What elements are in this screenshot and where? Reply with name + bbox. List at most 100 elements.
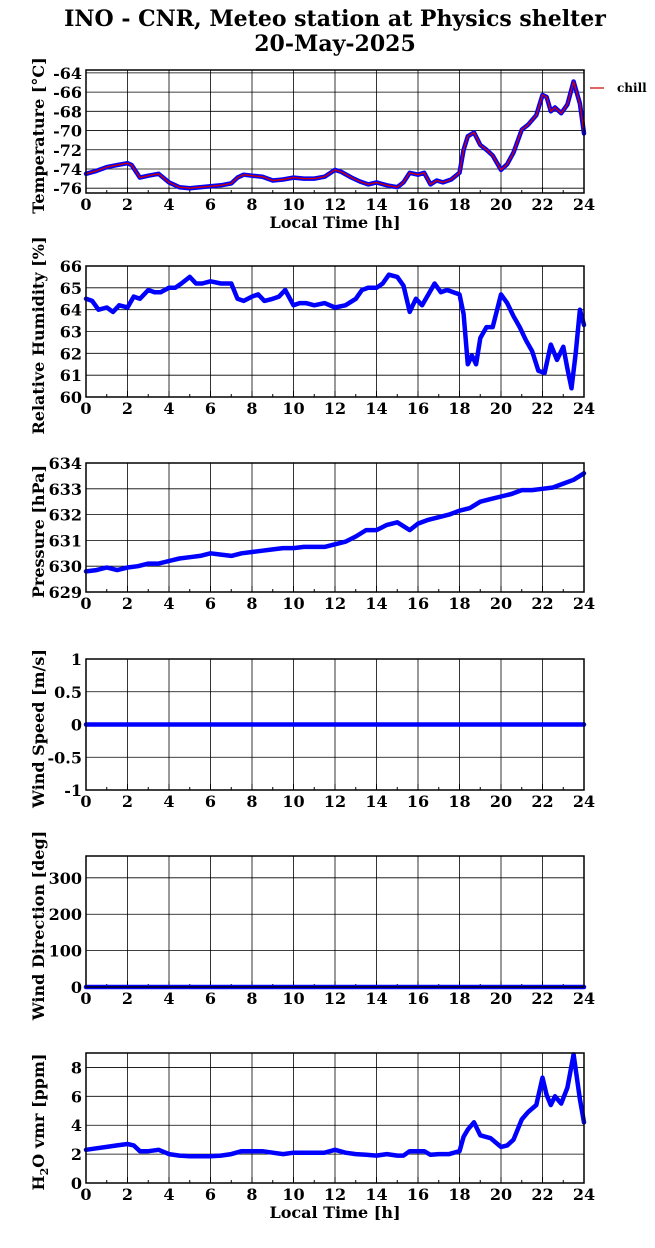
y-axis-label: Pressure [hPa]	[29, 465, 48, 598]
y-tick-label: -1	[64, 781, 82, 800]
y-tick-label: 0	[71, 978, 82, 997]
x-tick-label: 22	[531, 792, 553, 811]
y-tick-label: -66	[53, 83, 82, 102]
y-tick-label: -76	[53, 179, 82, 198]
legend-label-chill: chill	[617, 81, 647, 95]
x-tick-label: 4	[163, 989, 174, 1008]
y-tick-label: 62	[60, 344, 82, 363]
y-tick-label: -68	[53, 102, 82, 121]
plot-frame	[85, 1052, 585, 1184]
x-tick-label: 10	[282, 594, 304, 613]
figure-title-line2: 20-May-2025	[254, 31, 416, 57]
y-tick-label: -70	[53, 122, 82, 141]
plot-frame	[85, 462, 585, 593]
y-tick-label: 0	[71, 1174, 82, 1193]
x-axis-label: Local Time [h]	[269, 213, 400, 232]
y-tick-label: 65	[60, 279, 82, 298]
y-tick-label: 633	[49, 480, 82, 499]
plot-frame	[85, 265, 585, 398]
x-tick-label: 14	[365, 594, 387, 613]
series-line	[83, 1052, 587, 1159]
y-tick-label: 61	[60, 366, 82, 385]
y-tick-label: 0	[71, 716, 82, 735]
x-tick-label: 22	[531, 195, 553, 214]
x-tick-label: 18	[448, 1185, 470, 1204]
y-axis-label: Temperature [°C]	[29, 57, 48, 213]
x-tick-label: 0	[80, 594, 91, 613]
x-tick-label: 20	[490, 989, 512, 1008]
x-tick-label: 20	[490, 1185, 512, 1204]
x-tick-label: 14	[365, 989, 387, 1008]
x-tick-label: 8	[246, 195, 257, 214]
x-tick-label: 6	[205, 399, 216, 418]
x-tick-label: 22	[531, 594, 553, 613]
y-tick-label: 1	[71, 650, 82, 669]
series-line	[83, 272, 587, 391]
x-tick-label: 16	[407, 1185, 429, 1204]
x-tick-label: 22	[531, 989, 553, 1008]
y-tick-label: 100	[49, 942, 82, 961]
panel-0: 0 2 4 6 8 10 12 14 16 18 20 22 24-76-74-72-70-68-66-…	[29, 57, 647, 232]
x-tick-label: 20	[490, 399, 512, 418]
x-tick-label: 10	[282, 989, 304, 1008]
x-tick-label: 18	[448, 792, 470, 811]
plot-frame	[85, 69, 585, 194]
x-tick-label: 6	[205, 195, 216, 214]
x-tick-label: 8	[246, 594, 257, 613]
x-tick-label: 16	[407, 989, 429, 1008]
x-tick-label: 14	[365, 399, 387, 418]
x-tick-label: 8	[246, 399, 257, 418]
y-tick-label: 631	[49, 531, 82, 550]
y-tick-label: 634	[49, 454, 82, 473]
x-tick-label: 24	[573, 594, 595, 613]
chart-panels: 0 2 4 6 8 10 12 14 16 18 20 22 24-76-74-72-70-68-66-…	[29, 57, 647, 1222]
y-tick-label: 64	[60, 301, 82, 320]
x-tick-label: 16	[407, 792, 429, 811]
y-tick-label: 4	[71, 1116, 82, 1135]
x-tick-label: 12	[324, 792, 346, 811]
panel-1: 0 2 4 6 8 10 12 14 16 18 20 22 2460616263646566Relat…	[29, 236, 595, 434]
y-tick-label: 8	[71, 1058, 82, 1077]
x-tick-label: 6	[205, 989, 216, 1008]
x-tick-label: 18	[448, 989, 470, 1008]
x-tick-label: 16	[407, 594, 429, 613]
y-axis-label: Wind Direction [deg]	[29, 831, 48, 1022]
x-tick-label: 2	[122, 792, 133, 811]
x-tick-label: 10	[282, 1185, 304, 1204]
x-tick-label: 20	[490, 594, 512, 613]
x-tick-label: 10	[282, 399, 304, 418]
x-tick-label: 6	[205, 1185, 216, 1204]
plot-frame	[85, 855, 585, 988]
x-tick-label: 0	[80, 1185, 91, 1204]
x-tick-label: 18	[448, 195, 470, 214]
x-tick-label: 8	[246, 792, 257, 811]
y-axis-label: H2O vmr [ppm]	[29, 1054, 51, 1191]
x-tick-label: 16	[407, 195, 429, 214]
x-tick-label: 4	[163, 1185, 174, 1204]
x-tick-label: 24	[573, 399, 595, 418]
x-tick-label: 4	[163, 594, 174, 613]
x-tick-label: 2	[122, 1185, 133, 1204]
x-tick-label: 14	[365, 792, 387, 811]
y-tick-label: -72	[53, 141, 82, 160]
x-tick-label: 0	[80, 399, 91, 418]
y-tick-label: 63	[60, 323, 82, 342]
x-tick-label: 6	[205, 792, 216, 811]
x-tick-label: 22	[531, 399, 553, 418]
x-tick-label: 4	[163, 195, 174, 214]
y-tick-label: 6	[71, 1087, 82, 1106]
x-tick-label: 14	[365, 195, 387, 214]
x-tick-label: 8	[246, 989, 257, 1008]
x-tick-label: 0	[80, 989, 91, 1008]
y-axis-label: Wind Speed [m/s]	[29, 649, 48, 809]
x-tick-label: 8	[246, 1185, 257, 1204]
x-tick-label: 20	[490, 792, 512, 811]
x-tick-label: 2	[122, 594, 133, 613]
x-tick-label: 4	[163, 792, 174, 811]
y-tick-label: 630	[49, 557, 82, 576]
x-tick-label: 24	[573, 1185, 595, 1204]
